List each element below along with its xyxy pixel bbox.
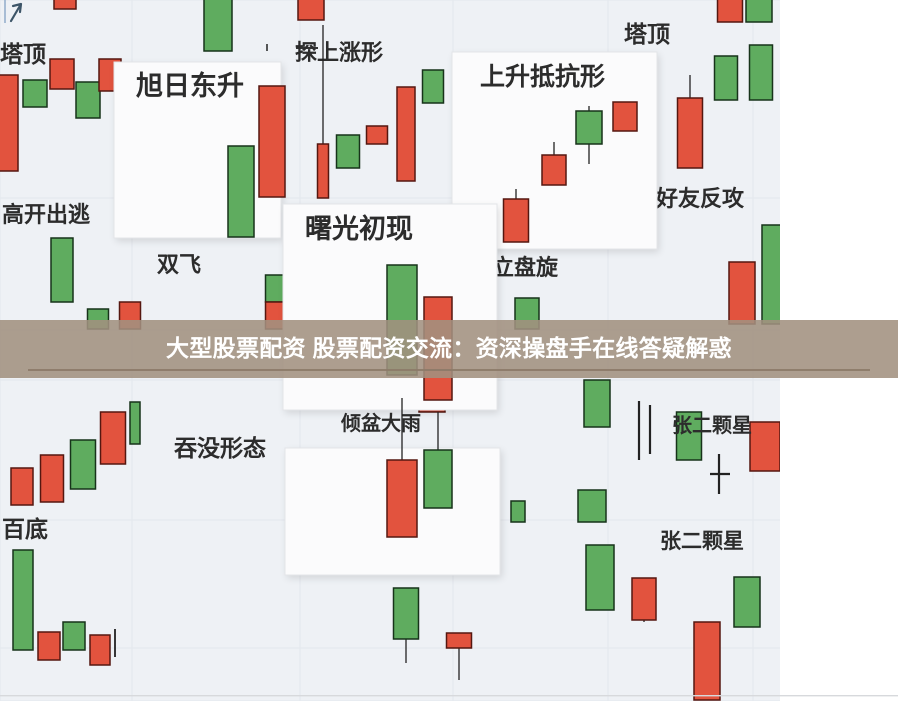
svg-text:曙光初现: 曙光初现: [305, 214, 413, 244]
svg-text:张二颗星: 张二颗星: [660, 530, 744, 553]
svg-text:双飞: 双飞: [157, 252, 201, 277]
svg-text:立盘旋: 立盘旋: [492, 255, 559, 280]
svg-text:吞没形态: 吞没形态: [174, 435, 266, 461]
svg-text:塔顶: 塔顶: [0, 41, 46, 67]
svg-text:旭日东升: 旭日东升: [136, 70, 244, 101]
svg-text:倾盆大雨: 倾盆大雨: [340, 411, 421, 435]
svg-text:张二颗星: 张二颗星: [672, 414, 752, 437]
svg-text:高开出逃: 高开出逃: [2, 202, 91, 227]
svg-text:大型股票配资 股票配资交流：资深操盘手在线答疑解惑: 大型股票配资 股票配资交流：资深操盘手在线答疑解惑: [166, 335, 732, 361]
svg-text:探上涨形: 探上涨形: [295, 40, 383, 65]
svg-text:百底: 百底: [2, 516, 48, 542]
svg-text:塔顶: 塔顶: [624, 21, 670, 47]
svg-text:好友反攻: 好友反攻: [655, 186, 745, 211]
svg-text:上升抵抗形: 上升抵抗形: [480, 62, 605, 91]
